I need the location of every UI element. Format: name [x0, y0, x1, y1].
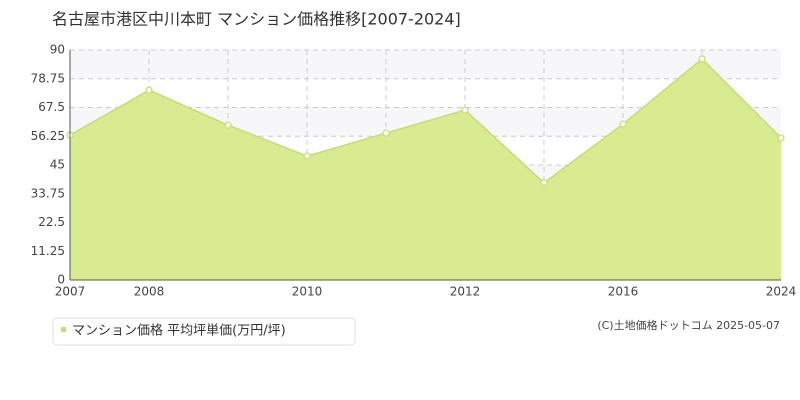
area: [70, 58, 781, 280]
legend-marker: [61, 327, 66, 332]
y-tick-label: 90: [50, 43, 65, 57]
y-tick-label: 0: [57, 273, 65, 287]
y-tick-label: 11.25: [31, 244, 65, 258]
point: [777, 134, 785, 142]
chart-title: 名古屋市港区中川本町 マンション価格推移[2007-2024]: [52, 10, 461, 29]
legend-label: マンション価格 平均坪単価(万円/坪): [72, 323, 286, 339]
y-tick-label: 56.25: [31, 129, 65, 143]
x-tick-label: 2016: [608, 285, 639, 299]
point: [461, 106, 469, 114]
x-tick-label: 2024: [766, 285, 797, 299]
point: [698, 55, 706, 63]
point: [382, 129, 390, 137]
x-tick-label: 2008: [134, 285, 165, 299]
point: [540, 179, 548, 187]
y-tick-label: 33.75: [31, 186, 65, 200]
line: [69, 57, 782, 184]
point: [303, 152, 311, 160]
x-tick-label: 2007: [55, 285, 86, 299]
grid-band: [70, 50, 781, 79]
point: [145, 86, 153, 94]
copyright: (C)土地価格ドットコム 2025-05-07: [597, 318, 780, 332]
legend-box: [52, 317, 356, 346]
x-tick-label: 2012: [450, 285, 481, 299]
point: [224, 121, 232, 129]
y-tick-label: 45: [50, 158, 65, 172]
x-tick-label: 2010: [292, 285, 323, 299]
y-tick-label: 67.5: [38, 100, 65, 114]
point: [619, 120, 627, 128]
y-tick-label: 22.5: [38, 215, 65, 229]
y-tick-label: 78.75: [31, 71, 65, 85]
